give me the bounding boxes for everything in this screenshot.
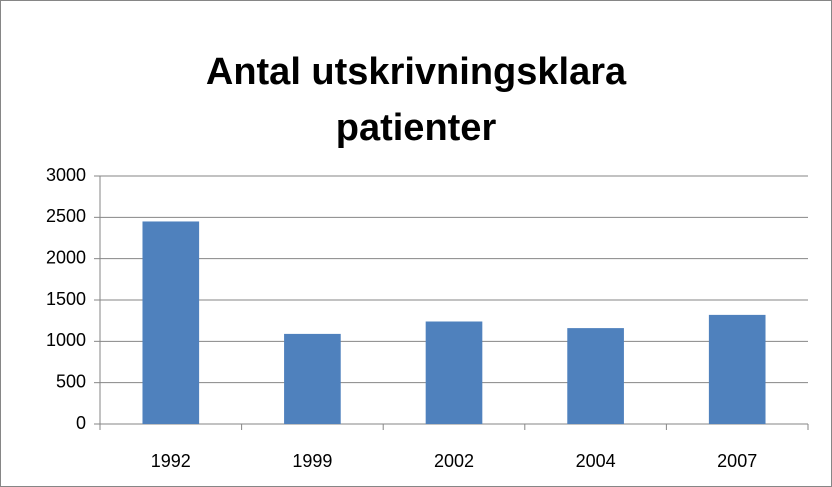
y-tick-label: 3000 — [46, 165, 86, 185]
y-tick-label: 2500 — [46, 206, 86, 226]
bar — [708, 314, 766, 424]
y-tick-label: 500 — [56, 371, 86, 391]
x-tick-label: 1992 — [151, 451, 191, 471]
y-tick-label: 0 — [76, 413, 86, 433]
chart-title: Antal utskrivningsklara patienter — [205, 51, 627, 149]
y-tick-label: 2000 — [46, 247, 86, 267]
y-tick-label: 1000 — [46, 330, 86, 350]
bar — [142, 221, 200, 424]
x-tick-label: 2007 — [717, 451, 757, 471]
x-tick-label: 1999 — [292, 451, 332, 471]
x-tick-label: 2004 — [576, 451, 616, 471]
bar — [567, 328, 624, 424]
bar — [425, 321, 483, 424]
bar — [284, 333, 341, 424]
x-tick-label: 2002 — [434, 451, 474, 471]
y-tick-label: 1500 — [46, 289, 86, 309]
